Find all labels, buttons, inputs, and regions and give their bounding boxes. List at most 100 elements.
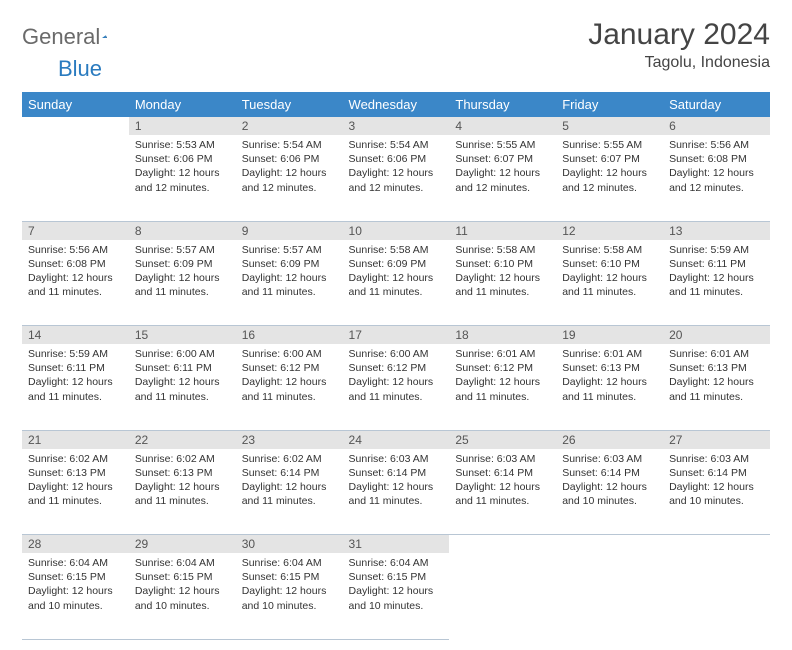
sunrise-line: Sunrise: 5:57 AM bbox=[135, 243, 230, 257]
day-number-cell: 14 bbox=[22, 326, 129, 345]
day-body-cell: Sunrise: 5:58 AMSunset: 6:10 PMDaylight:… bbox=[449, 240, 556, 326]
daylight-line: Daylight: 12 hours and 10 minutes. bbox=[242, 584, 337, 612]
day-number-cell: 24 bbox=[343, 430, 450, 449]
sunset-line: Sunset: 6:15 PM bbox=[349, 570, 444, 584]
sunset-line: Sunset: 6:07 PM bbox=[562, 152, 657, 166]
daylight-line: Daylight: 12 hours and 11 minutes. bbox=[562, 271, 657, 299]
day-number-cell: 1 bbox=[129, 117, 236, 135]
day-number-cell: 29 bbox=[129, 535, 236, 554]
day-body-cell: Sunrise: 6:04 AMSunset: 6:15 PMDaylight:… bbox=[129, 553, 236, 639]
day-body-cell: Sunrise: 5:53 AMSunset: 6:06 PMDaylight:… bbox=[129, 135, 236, 221]
sunset-line: Sunset: 6:10 PM bbox=[455, 257, 550, 271]
daylight-line: Daylight: 12 hours and 11 minutes. bbox=[455, 375, 550, 403]
day-number-cell: 25 bbox=[449, 430, 556, 449]
daylight-line: Daylight: 12 hours and 12 minutes. bbox=[242, 166, 337, 194]
day-body-cell: Sunrise: 6:03 AMSunset: 6:14 PMDaylight:… bbox=[663, 449, 770, 535]
sunrise-line: Sunrise: 5:58 AM bbox=[562, 243, 657, 257]
day-body-cell: Sunrise: 6:02 AMSunset: 6:13 PMDaylight:… bbox=[129, 449, 236, 535]
sunrise-line: Sunrise: 5:56 AM bbox=[669, 138, 764, 152]
daylight-line: Daylight: 12 hours and 12 minutes. bbox=[562, 166, 657, 194]
sunrise-line: Sunrise: 6:04 AM bbox=[28, 556, 123, 570]
calendar-page: General January 2024 Tagolu, Indonesia B… bbox=[0, 0, 792, 650]
logo-text-blue: Blue bbox=[58, 56, 102, 82]
sunrise-line: Sunrise: 5:54 AM bbox=[349, 138, 444, 152]
day-number-cell: 31 bbox=[343, 535, 450, 554]
sunset-line: Sunset: 6:09 PM bbox=[349, 257, 444, 271]
sunset-line: Sunset: 6:12 PM bbox=[455, 361, 550, 375]
day-number-cell: 4 bbox=[449, 117, 556, 135]
daylight-line: Daylight: 12 hours and 11 minutes. bbox=[669, 271, 764, 299]
daylight-line: Daylight: 12 hours and 11 minutes. bbox=[242, 480, 337, 508]
day-number-cell: 5 bbox=[556, 117, 663, 135]
day-number-cell: 19 bbox=[556, 326, 663, 345]
day-body-cell: Sunrise: 5:59 AMSunset: 6:11 PMDaylight:… bbox=[22, 344, 129, 430]
sunset-line: Sunset: 6:12 PM bbox=[242, 361, 337, 375]
day-body-cell: Sunrise: 6:04 AMSunset: 6:15 PMDaylight:… bbox=[236, 553, 343, 639]
daylight-line: Daylight: 12 hours and 11 minutes. bbox=[349, 480, 444, 508]
day-body-cell: Sunrise: 6:04 AMSunset: 6:15 PMDaylight:… bbox=[22, 553, 129, 639]
sunrise-line: Sunrise: 6:01 AM bbox=[562, 347, 657, 361]
weekday-header-cell: Friday bbox=[556, 92, 663, 117]
sunrise-line: Sunrise: 5:55 AM bbox=[562, 138, 657, 152]
sunset-line: Sunset: 6:14 PM bbox=[242, 466, 337, 480]
sunset-line: Sunset: 6:14 PM bbox=[455, 466, 550, 480]
day-number-cell: 20 bbox=[663, 326, 770, 345]
sunset-line: Sunset: 6:13 PM bbox=[669, 361, 764, 375]
sunset-line: Sunset: 6:12 PM bbox=[349, 361, 444, 375]
day-number-cell: 16 bbox=[236, 326, 343, 345]
sunrise-line: Sunrise: 5:55 AM bbox=[455, 138, 550, 152]
sunset-line: Sunset: 6:11 PM bbox=[669, 257, 764, 271]
sunset-line: Sunset: 6:13 PM bbox=[562, 361, 657, 375]
sunset-line: Sunset: 6:13 PM bbox=[135, 466, 230, 480]
sunrise-line: Sunrise: 6:04 AM bbox=[242, 556, 337, 570]
day-number-cell: 15 bbox=[129, 326, 236, 345]
sunrise-line: Sunrise: 6:03 AM bbox=[349, 452, 444, 466]
daylight-line: Daylight: 12 hours and 11 minutes. bbox=[28, 375, 123, 403]
day-number-cell: 6 bbox=[663, 117, 770, 135]
sunrise-line: Sunrise: 6:00 AM bbox=[135, 347, 230, 361]
day-number-cell: 21 bbox=[22, 430, 129, 449]
sunrise-line: Sunrise: 6:02 AM bbox=[242, 452, 337, 466]
sunrise-line: Sunrise: 5:59 AM bbox=[669, 243, 764, 257]
month-title: January 2024 bbox=[588, 18, 770, 52]
daylight-line: Daylight: 12 hours and 11 minutes. bbox=[242, 271, 337, 299]
day-body-cell: Sunrise: 5:57 AMSunset: 6:09 PMDaylight:… bbox=[129, 240, 236, 326]
logo-triangle-icon bbox=[102, 28, 107, 46]
weekday-header-cell: Thursday bbox=[449, 92, 556, 117]
daylight-line: Daylight: 12 hours and 11 minutes. bbox=[28, 271, 123, 299]
daylight-line: Daylight: 12 hours and 11 minutes. bbox=[349, 375, 444, 403]
day-body-cell: Sunrise: 6:03 AMSunset: 6:14 PMDaylight:… bbox=[556, 449, 663, 535]
sunrise-line: Sunrise: 6:04 AM bbox=[349, 556, 444, 570]
sunrise-line: Sunrise: 6:03 AM bbox=[455, 452, 550, 466]
day-body-cell: Sunrise: 6:00 AMSunset: 6:12 PMDaylight:… bbox=[343, 344, 450, 430]
sunset-line: Sunset: 6:15 PM bbox=[135, 570, 230, 584]
sunrise-line: Sunrise: 5:59 AM bbox=[28, 347, 123, 361]
day-body-cell: Sunrise: 6:03 AMSunset: 6:14 PMDaylight:… bbox=[343, 449, 450, 535]
day-body-cell: Sunrise: 5:55 AMSunset: 6:07 PMDaylight:… bbox=[556, 135, 663, 221]
day-body-cell: Sunrise: 5:56 AMSunset: 6:08 PMDaylight:… bbox=[663, 135, 770, 221]
daylight-line: Daylight: 12 hours and 11 minutes. bbox=[135, 480, 230, 508]
calendar-table: SundayMondayTuesdayWednesdayThursdayFrid… bbox=[22, 92, 770, 640]
day-body-cell: Sunrise: 6:00 AMSunset: 6:12 PMDaylight:… bbox=[236, 344, 343, 430]
daylight-line: Daylight: 12 hours and 11 minutes. bbox=[28, 480, 123, 508]
day-number-cell: 11 bbox=[449, 221, 556, 240]
daylight-line: Daylight: 12 hours and 12 minutes. bbox=[455, 166, 550, 194]
sunset-line: Sunset: 6:08 PM bbox=[669, 152, 764, 166]
sunrise-line: Sunrise: 6:01 AM bbox=[455, 347, 550, 361]
day-number-cell: 22 bbox=[129, 430, 236, 449]
sunset-line: Sunset: 6:09 PM bbox=[242, 257, 337, 271]
day-number-cell bbox=[663, 535, 770, 554]
day-body-cell: Sunrise: 5:59 AMSunset: 6:11 PMDaylight:… bbox=[663, 240, 770, 326]
sunrise-line: Sunrise: 6:01 AM bbox=[669, 347, 764, 361]
daylight-line: Daylight: 12 hours and 10 minutes. bbox=[669, 480, 764, 508]
day-number-cell bbox=[556, 535, 663, 554]
weekday-header: SundayMondayTuesdayWednesdayThursdayFrid… bbox=[22, 92, 770, 117]
day-body-cell: Sunrise: 5:58 AMSunset: 6:09 PMDaylight:… bbox=[343, 240, 450, 326]
day-body-cell bbox=[663, 553, 770, 639]
daylight-line: Daylight: 12 hours and 10 minutes. bbox=[562, 480, 657, 508]
sunrise-line: Sunrise: 5:56 AM bbox=[28, 243, 123, 257]
day-body-cell bbox=[22, 135, 129, 221]
day-number-cell: 23 bbox=[236, 430, 343, 449]
daylight-line: Daylight: 12 hours and 11 minutes. bbox=[455, 271, 550, 299]
day-body-cell: Sunrise: 6:00 AMSunset: 6:11 PMDaylight:… bbox=[129, 344, 236, 430]
